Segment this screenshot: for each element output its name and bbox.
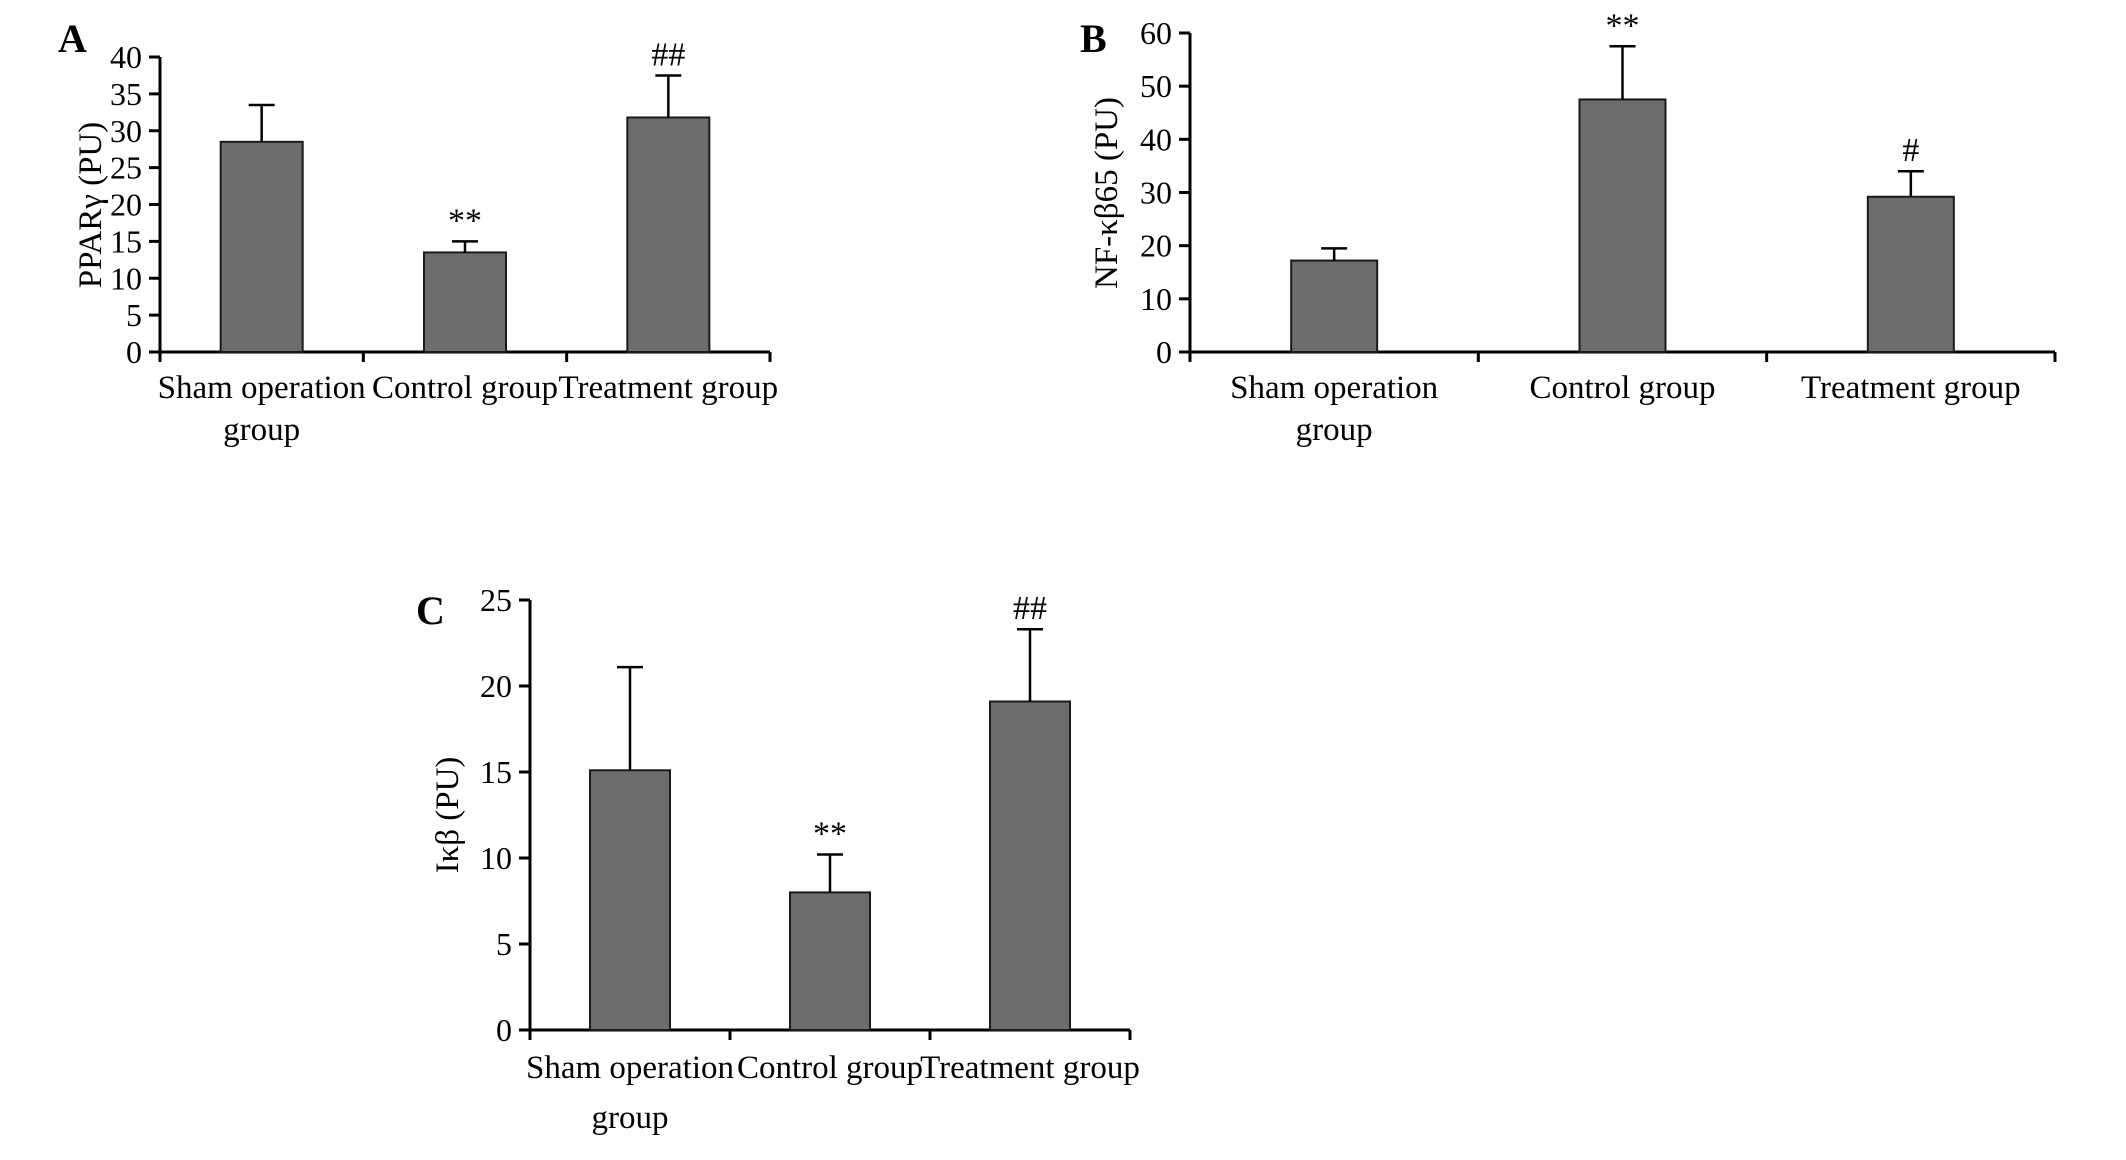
panel-a-category-label-treatment-group: Treatment group: [558, 370, 778, 406]
panel-b-bar-control-group: [1578, 98, 1667, 354]
panel-a-significance-marker-control-group: **: [448, 202, 482, 239]
panel-c: C Iκβ (PU) 0 5 10 15 20 25 Sham operation group **…: [416, 582, 1140, 1136]
panel-a-y-tick-label: 35: [110, 76, 142, 112]
panel-b-bar-sham-operation-group: [1290, 259, 1379, 354]
panel-c-bar-control-group: [789, 891, 871, 1032]
panel-a-y-tick-label: 25: [110, 150, 142, 186]
panel-b-y-tick-label: 20: [1140, 228, 1172, 264]
panel-b-significance-marker-treatment-group: #: [1902, 132, 1919, 169]
panel-c-y-tick-label: 20: [480, 668, 512, 704]
panel-b-y-tick-label: 10: [1140, 281, 1172, 317]
panel-a-y-tick-label: 0: [126, 334, 142, 370]
panel-c-y-tick-label: 25: [480, 582, 512, 618]
panel-b-y-tick-label: 40: [1140, 121, 1172, 157]
panel-a-y-tick-label: 10: [110, 260, 142, 296]
panel-c-bar-sham-operation-group: [589, 769, 671, 1032]
panel-c-bar-treatment-group: [989, 700, 1071, 1031]
panel-b-y-tick-label: 60: [1140, 15, 1172, 51]
panel-b-category-label-control-group: Control group: [1529, 370, 1715, 406]
panel-c-label: C: [416, 588, 445, 633]
panel-c-y-axis-title: Iκβ (PU): [430, 757, 466, 874]
panel-a-y-tick-label: 40: [110, 39, 142, 75]
panel-c-y-tick-label: 5: [496, 926, 512, 962]
panel-a-bar-control-group: [423, 251, 507, 353]
panel-c-significance-marker-control-group: **: [813, 816, 847, 853]
panel-b-y-tick-label: 50: [1140, 68, 1172, 104]
panel-b-category-label-treatment-group: Treatment group: [1801, 370, 2021, 406]
panel-b: B NF-κβ65 (PU) 0 10 20 30 40 50 60 Sham operation…: [1080, 7, 2057, 448]
panel-b-y-tick-label: 0: [1156, 334, 1172, 370]
panel-b-category-label-sham-operation-group: group: [1296, 412, 1373, 448]
panel-c-category-label-control-group: Control group: [737, 1050, 923, 1086]
panel-a-category-label-sham-operation-group: group: [223, 412, 300, 448]
panel-b-label: B: [1080, 16, 1107, 61]
panel-b-y-axis-title: NF-κβ65 (PU): [1089, 97, 1125, 289]
panel-a-y-axis-title: PPARγ (PU): [73, 122, 109, 289]
panel-a-significance-marker-treatment-group: ##: [651, 36, 685, 73]
panel-a-y-tick-label: 15: [110, 223, 142, 259]
panel-a-y-tick-label: 20: [110, 187, 142, 223]
panel-a-category-label-sham-operation-group: Sham operation: [158, 370, 366, 406]
panel-a-bar-treatment-group: [626, 116, 711, 353]
panel-a-category-label-control-group: Control group: [372, 370, 558, 406]
panel-a-y-tick-label: 30: [110, 113, 142, 149]
panel-b-y-tick-label: 30: [1140, 175, 1172, 211]
panel-c-category-label-sham-operation-group: Sham operation: [526, 1050, 734, 1086]
panel-c-significance-marker-treatment-group: ##: [1013, 590, 1047, 627]
panel-b-significance-marker-control-group: **: [1606, 7, 1640, 44]
panel-c-y-tick-label: 15: [480, 754, 512, 790]
panel-b-category-label-sham-operation-group: Sham operation: [1230, 370, 1438, 406]
panel-c-category-label-treatment-group: Treatment group: [920, 1050, 1140, 1086]
panel-a-bar-sham-operation-group: [219, 140, 304, 353]
panel-a-y-tick-label: 5: [126, 297, 142, 333]
panel-b-bar-treatment-group: [1866, 195, 1955, 353]
panel-c-y-tick-label: 10: [480, 840, 512, 876]
panel-c-y-tick-label: 0: [496, 1012, 512, 1048]
panel-a-label: A: [58, 16, 87, 61]
panel-c-category-label-sham-operation-group: group: [592, 1100, 669, 1136]
